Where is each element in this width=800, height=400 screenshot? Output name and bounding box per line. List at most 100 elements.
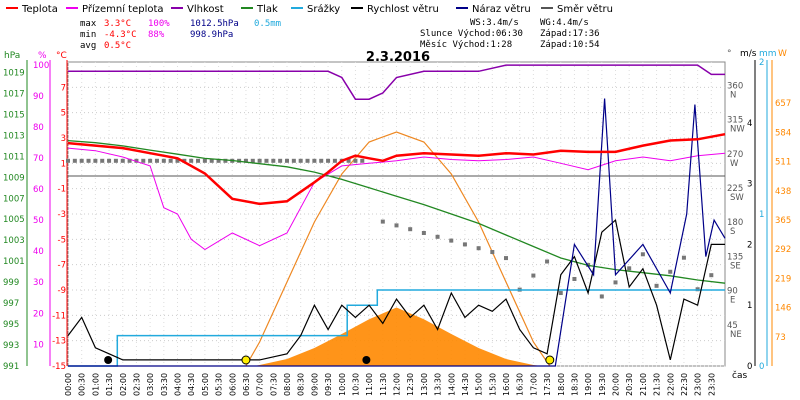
tick-hpa: 999: [3, 278, 19, 288]
tick-time: 15:30: [488, 373, 497, 396]
tick-time: 12:30: [406, 373, 415, 396]
stats-hum: 100%: [148, 19, 170, 29]
tick-time: 04:00: [174, 373, 183, 396]
direction-point: [681, 255, 686, 260]
direction-point: [278, 158, 283, 163]
tick-time: 03:00: [146, 373, 155, 396]
tick-celsius: -5: [58, 235, 66, 245]
tick-direction-name: W: [730, 159, 739, 169]
stats-temp: 3.3°C: [104, 19, 131, 29]
axis-rain-label: mm: [759, 49, 777, 59]
legend-label: Tlak: [256, 4, 278, 15]
series-wind: [67, 218, 725, 361]
tick-celsius: 7: [61, 83, 66, 93]
direction-point: [72, 158, 77, 163]
direction-point: [312, 158, 317, 163]
tick-percent: 40: [33, 247, 44, 257]
direction-point: [223, 158, 228, 163]
info-moonset: Západ:10:54: [540, 40, 600, 50]
tick-celsius: 1: [61, 159, 66, 169]
tick-solar: 365: [775, 216, 791, 226]
tick-hpa: 1009: [3, 173, 25, 183]
tick-solar: 73: [775, 333, 786, 343]
tick-time: 16:00: [502, 373, 511, 396]
direction-point: [148, 158, 153, 163]
tick-direction-name: SW: [730, 193, 744, 203]
series-humidity: [68, 64, 725, 100]
direction-point: [100, 158, 105, 163]
stats-rain: 0.5mm: [254, 19, 281, 29]
series-gust: [68, 98, 726, 367]
direction-point: [175, 158, 180, 163]
stats-label: min: [80, 30, 96, 40]
tick-time: 04:30: [187, 373, 196, 396]
stats-label: avg: [80, 41, 96, 51]
info-sunset: Západ:17:36: [540, 29, 600, 39]
tick-solar: 292: [775, 245, 791, 255]
tick-wind: 3: [747, 180, 752, 190]
tick-time: 22:30: [680, 373, 689, 396]
tick-celsius: -1: [58, 185, 66, 195]
tick-celsius: -3: [58, 210, 66, 220]
direction-point: [709, 273, 714, 278]
axis-solar-label: W: [778, 49, 787, 59]
direction-point: [264, 158, 269, 163]
direction-point: [394, 223, 399, 228]
direction-point: [545, 259, 550, 264]
moonset-marker: [362, 356, 371, 364]
legend-label: Vlhkost: [187, 4, 224, 15]
stats-press: 1012.5hPa: [190, 19, 239, 29]
direction-point: [86, 158, 91, 163]
info-sun: Slunce Východ:06:30: [420, 29, 523, 39]
tick-solar: 657: [775, 99, 791, 109]
direction-point: [504, 256, 508, 261]
info-moon: Měsíc Východ:1:28: [420, 40, 512, 50]
tick-percent: 100: [33, 61, 49, 71]
direction-point: [291, 158, 296, 163]
tick-direction: 315: [727, 116, 743, 126]
tick-rain: 2: [759, 58, 764, 68]
tick-time: 21:30: [653, 373, 662, 396]
direction-point: [107, 158, 112, 163]
tick-hpa: 1013: [3, 131, 25, 141]
direction-point: [196, 158, 201, 163]
series-solar: [245, 131, 551, 367]
tick-solar: 146: [775, 304, 791, 314]
tick-direction-name: SE: [730, 261, 741, 271]
direction-point: [449, 238, 454, 243]
direction-point: [257, 158, 262, 163]
direction-point: [572, 276, 577, 281]
direction-point: [599, 294, 604, 299]
direction-point: [380, 219, 385, 224]
stats-hum: 88%: [148, 30, 165, 40]
tick-time: 14:00: [447, 373, 456, 396]
direction-point: [476, 246, 481, 251]
direction-point: [319, 158, 324, 163]
direction-point: [79, 158, 84, 163]
direction-point: [531, 273, 536, 278]
direction-point: [168, 158, 173, 163]
axis-wind-label: m/s: [740, 49, 757, 59]
tick-wind: 1: [747, 301, 752, 311]
tick-time: 22:00: [666, 373, 675, 396]
direction-point: [695, 287, 700, 292]
tick-direction-name: NE: [730, 330, 742, 340]
tick-direction-name: N: [730, 90, 736, 100]
direction-point: [326, 158, 331, 163]
tick-solar: 438: [775, 187, 791, 197]
stats-label: max: [80, 19, 97, 29]
direction-point: [421, 231, 426, 235]
tick-time: 13:30: [434, 373, 443, 396]
tick-time: 23:00: [694, 373, 703, 396]
tick-hpa: 1005: [3, 215, 25, 225]
direction-point: [141, 158, 146, 163]
info-ws: WS:3.4m/s: [470, 18, 519, 28]
tick-time: 07:30: [269, 373, 278, 396]
tick-wind: 2: [747, 240, 752, 250]
tick-wind: 4: [747, 119, 752, 129]
tick-time: 15:00: [475, 373, 484, 396]
direction-point: [435, 234, 440, 239]
tick-time: 07:00: [256, 373, 265, 396]
tick-percent: 90: [33, 92, 44, 102]
tick-time: 02:30: [132, 373, 141, 396]
